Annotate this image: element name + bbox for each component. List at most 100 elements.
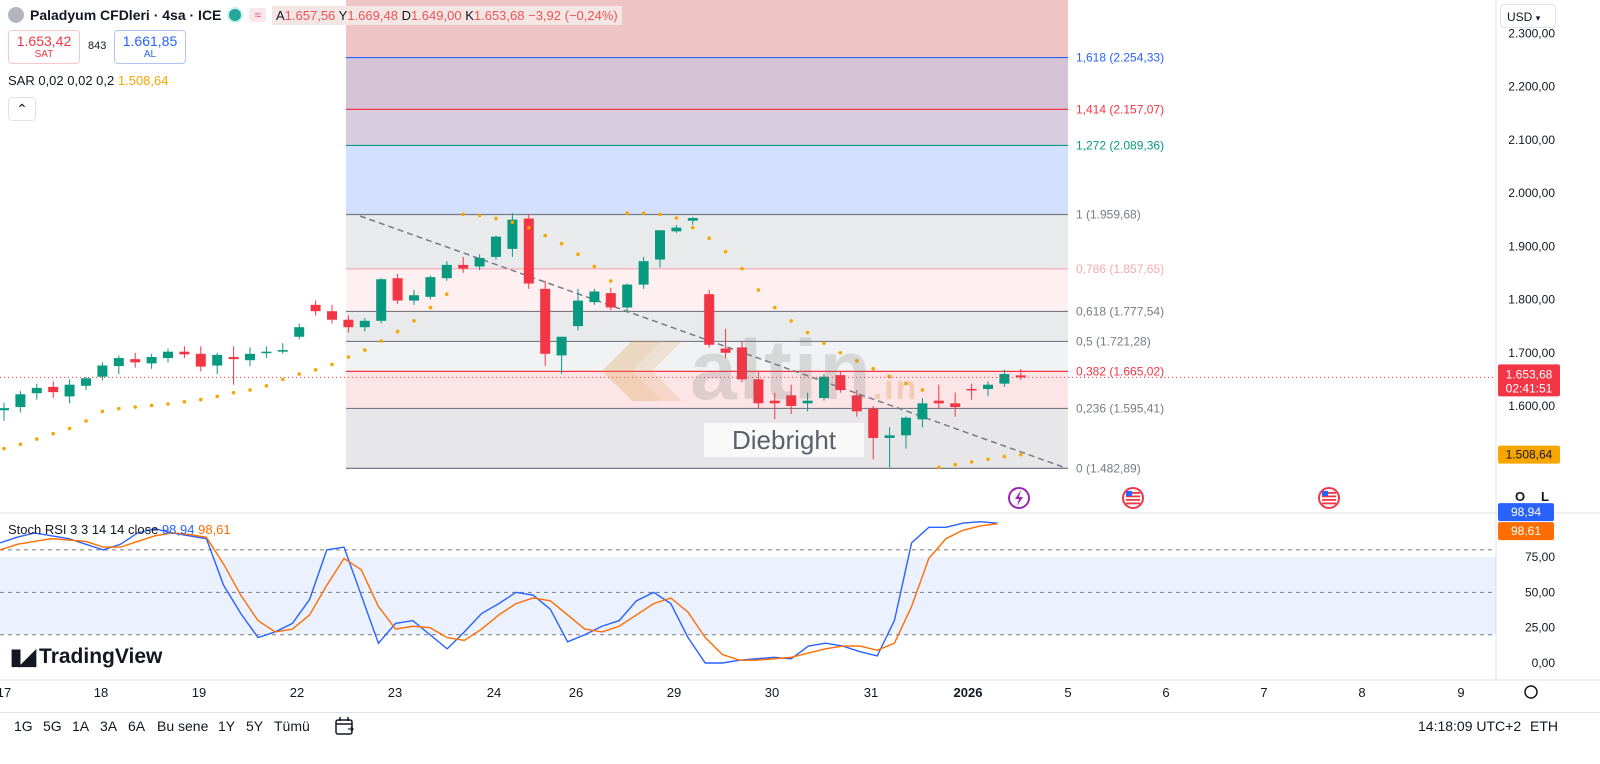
candle [81, 376, 91, 391]
candle-body [392, 278, 403, 301]
range-button[interactable]: Tümü [274, 718, 310, 734]
fib-level-label: 1,618 (2.254,33) [1076, 51, 1164, 65]
buy-label: AL [143, 49, 157, 60]
range-button[interactable]: 1Y [218, 718, 236, 734]
clock[interactable]: 14:18:09 UTC+2 [1418, 718, 1522, 734]
candle-body [622, 284, 633, 308]
fib-level-label: 1,414 (2.157,07) [1076, 102, 1164, 116]
sar-dot [658, 212, 662, 217]
candle-body [851, 395, 862, 412]
buy-button[interactable]: 1.661,85 AL [114, 30, 186, 64]
sar-dot [838, 350, 843, 355]
candle [573, 288, 583, 331]
fib-zone [346, 109, 1068, 146]
date-range-icon[interactable] [334, 716, 356, 736]
candle [163, 348, 173, 363]
fib-level-label: 0,786 (1.857,65) [1076, 262, 1164, 276]
collapse-legend-button[interactable]: ⌃ [8, 97, 36, 121]
time-tick: 7 [1260, 685, 1267, 700]
last-price-tag [1498, 364, 1560, 397]
candle-body [376, 279, 387, 321]
currency-button[interactable]: USD ▾ [1500, 4, 1556, 28]
sar-dot [313, 367, 318, 372]
stoch-d-tag-value: 98,61 [1511, 524, 1541, 538]
candle [917, 398, 928, 428]
range-button[interactable]: 1A [72, 718, 90, 734]
toggle-l-button[interactable]: L [1541, 489, 1549, 504]
sar-dot [855, 358, 859, 363]
sell-button[interactable]: 1.653,42 SAT [8, 30, 80, 64]
sar-dot [51, 431, 55, 436]
time-tick: 31 [864, 685, 878, 700]
candle [64, 379, 75, 404]
range-button[interactable]: 3A [100, 718, 118, 734]
fib-zone [346, 145, 1068, 215]
sar-dot [609, 279, 613, 283]
symbol-icon [8, 7, 24, 23]
candle-body [523, 218, 534, 284]
time-tick: 17 [0, 685, 11, 700]
symbol-title[interactable]: Paladyum CFDleri · 4sa · ICE [30, 7, 222, 23]
candle [999, 369, 1010, 387]
sar-dot [576, 252, 580, 257]
sar-dot [18, 442, 23, 447]
sar-dot [231, 390, 236, 395]
candle-body [819, 376, 829, 399]
candle [884, 427, 895, 468]
stoch-d-value: 98,61 [198, 522, 231, 537]
candle [277, 343, 288, 354]
session-toggle[interactable]: ETH [1530, 718, 1558, 734]
candle-body [179, 351, 190, 355]
sar-dot [494, 216, 498, 221]
flag-stripe [1126, 495, 1140, 498]
candle-body [97, 365, 108, 377]
sar-dot [84, 419, 88, 423]
sar-dot [149, 403, 154, 408]
range-button[interactable]: 1G [14, 718, 33, 734]
candle-body [310, 304, 321, 312]
us-flag-event-icon [1122, 487, 1144, 509]
tradingview-logo[interactable]: ▮◢ TradingView [10, 644, 162, 670]
stoch-legend[interactable]: Stoch RSI 3 3 14 14 close 98,94 98,61 [8, 522, 231, 537]
fib-zone [346, 214, 1068, 269]
bar-countdown: 02:41:51 [1506, 381, 1553, 395]
watermark-brand-name: altin [690, 323, 873, 417]
stoch-tick: 75,00 [1525, 550, 1555, 564]
range-button[interactable]: 5Y [246, 718, 264, 734]
sar-dot [297, 372, 302, 376]
candle-body [933, 400, 944, 404]
fib-zone [346, 57, 1068, 110]
sar-dot [871, 366, 875, 371]
candle-body [343, 319, 354, 328]
candle-body [605, 293, 616, 308]
candle [261, 346, 272, 359]
sar-legend[interactable]: SAR 0,02 0,02 0,2 1.508,64 [8, 73, 168, 88]
watermark-logo-icon [602, 341, 682, 401]
candle [819, 374, 829, 401]
candle [491, 235, 501, 260]
candle [441, 261, 452, 281]
stoch-band [0, 557, 1496, 635]
candle-body [786, 395, 797, 406]
range-button[interactable]: Bu sene [157, 718, 209, 734]
candle-body [359, 320, 370, 328]
price-tick: 2.000,00 [1508, 186, 1555, 200]
toggle-o-button[interactable]: O [1514, 489, 1526, 504]
currency-label: USD [1507, 10, 1533, 24]
time-tick: 23 [388, 685, 402, 700]
sar-dot [773, 305, 777, 310]
range-button[interactable]: 6A [128, 718, 146, 734]
candle [458, 256, 469, 273]
time-tick: 29 [667, 685, 681, 700]
ohlc-open-key: A [276, 7, 285, 23]
sar-dot [592, 264, 597, 269]
sar-dot [2, 446, 6, 451]
range-button[interactable]: 5G [43, 718, 62, 734]
candle-body [277, 350, 288, 352]
sell-price: 1.653,42 [16, 33, 72, 49]
delayed-data-icon[interactable]: ≈ [249, 8, 266, 22]
candle [540, 280, 551, 367]
fib-level-label: 0,5 (1.721,28) [1076, 334, 1151, 348]
